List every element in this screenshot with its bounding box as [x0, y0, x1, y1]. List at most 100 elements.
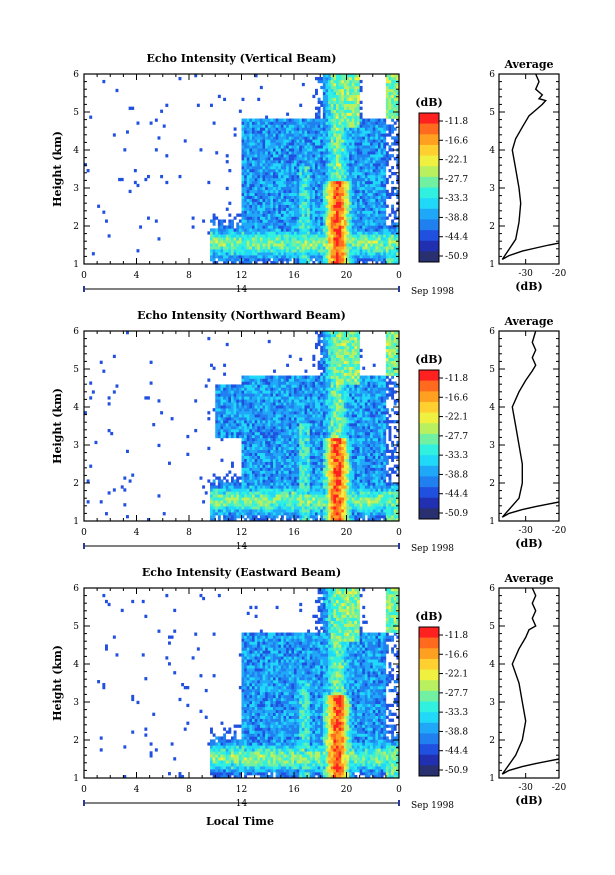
heatmap-cell	[328, 85, 332, 90]
heatmap-cell	[254, 455, 258, 459]
heatmap-cell	[254, 423, 258, 427]
heatmap-cell	[273, 369, 276, 373]
heatmap-cell	[354, 201, 358, 205]
heatmap-cell	[341, 136, 345, 140]
heatmap-cell	[254, 503, 258, 507]
heatmap-cell	[320, 130, 324, 134]
heatmap-cell	[249, 378, 253, 382]
heatmap-cell	[385, 243, 389, 247]
heatmap-cell	[286, 148, 290, 152]
heatmap-cell	[362, 163, 366, 167]
heatmap-cell	[275, 207, 279, 211]
heatmap-cell	[391, 246, 395, 250]
heatmap-cell	[231, 500, 234, 504]
heatmap-cell	[210, 491, 213, 495]
heatmap-cell	[336, 94, 339, 99]
heatmap-cell	[262, 470, 266, 474]
heatmap-cell	[309, 207, 313, 211]
heatmap-cell	[220, 479, 224, 483]
heatmap-cell	[317, 198, 321, 202]
heatmap-cell	[383, 216, 387, 220]
heatmap-cell	[299, 246, 303, 250]
heatmap-cell	[367, 219, 371, 223]
heatmap-cell	[231, 261, 234, 265]
heatmap-cell	[252, 476, 255, 480]
heatmap-cell	[346, 171, 350, 176]
heatmap-cell	[207, 417, 211, 421]
heatmap-cell	[367, 160, 371, 164]
heatmap-cell	[186, 434, 190, 439]
heatmap-cell	[341, 174, 345, 179]
heatmap-cell	[388, 130, 392, 134]
heatmap-cell	[126, 515, 129, 519]
heatmap-cell	[354, 213, 358, 217]
heatmap-cell	[380, 124, 384, 128]
heatmap-cell	[241, 399, 245, 403]
heatmap-cell	[275, 186, 279, 191]
heatmap-cell	[333, 207, 337, 211]
heatmap-cell	[315, 195, 318, 199]
heatmap-cell	[246, 249, 250, 253]
heatmap-cell	[241, 428, 245, 433]
heatmap-cell	[249, 500, 253, 504]
heatmap-cell	[336, 258, 339, 262]
heatmap-cell	[330, 82, 334, 87]
heatmap-cell	[383, 186, 387, 191]
heatmap-cell	[270, 169, 274, 173]
heatmap-cell	[367, 252, 371, 256]
heatmap-cell	[338, 151, 342, 155]
heatmap-cell	[370, 151, 374, 155]
heatmap-cell	[252, 408, 255, 412]
heatmap-cell	[385, 127, 389, 131]
heatmap-cell	[267, 249, 271, 253]
heatmap-cell	[286, 464, 290, 468]
heatmap-cell	[265, 213, 269, 217]
heatmap-cell	[233, 384, 237, 388]
heatmap-cell	[349, 145, 353, 149]
heatmap-cell	[362, 183, 366, 188]
heatmap-cell	[351, 177, 355, 182]
heatmap-cell	[359, 157, 363, 161]
heatmap-cell	[288, 133, 292, 137]
heatmap-cell	[351, 85, 355, 90]
heatmap-cell	[307, 261, 311, 265]
heatmap-cell	[385, 261, 389, 265]
heatmap-cell	[241, 201, 245, 205]
heatmap-cell	[283, 189, 287, 194]
heatmap-cell	[278, 405, 282, 409]
heatmap-cell	[286, 482, 290, 486]
heatmap-cell	[325, 237, 329, 241]
heatmap-cell	[273, 133, 276, 137]
heatmap-cell	[336, 240, 339, 244]
heatmap-cell	[275, 228, 279, 232]
heatmap-cell	[320, 177, 324, 182]
heatmap-cell	[283, 166, 287, 170]
heatmap-cell	[225, 420, 229, 424]
heatmap-cell	[367, 231, 371, 235]
heatmap-cell	[241, 488, 245, 492]
heatmap-cell	[244, 121, 248, 125]
heatmap-cell	[246, 467, 250, 471]
heatmap-cell	[325, 82, 329, 87]
heatmap-cell	[385, 163, 389, 167]
heatmap-cell	[299, 169, 303, 173]
heatmap-cell	[147, 396, 150, 400]
heatmap-cell	[330, 100, 334, 104]
heatmap-cell	[252, 485, 255, 489]
heatmap-cell	[328, 103, 332, 107]
heatmap-cell	[280, 420, 284, 424]
heatmap-cell	[283, 411, 287, 415]
heatmap-cell	[275, 171, 279, 176]
heatmap-cell	[246, 437, 250, 442]
heatmap-cell	[254, 482, 258, 486]
heatmap-cell	[367, 189, 371, 194]
heatmap-cell	[354, 103, 358, 107]
heatmap-cell	[257, 154, 261, 158]
heatmap-cell	[351, 174, 355, 179]
heatmap-cell	[265, 494, 269, 498]
heatmap-cell	[257, 485, 261, 489]
heatmap-cell	[315, 219, 318, 223]
heatmap-cell	[275, 243, 279, 247]
heatmap-cell	[393, 171, 397, 176]
heatmap-cell	[343, 171, 347, 176]
